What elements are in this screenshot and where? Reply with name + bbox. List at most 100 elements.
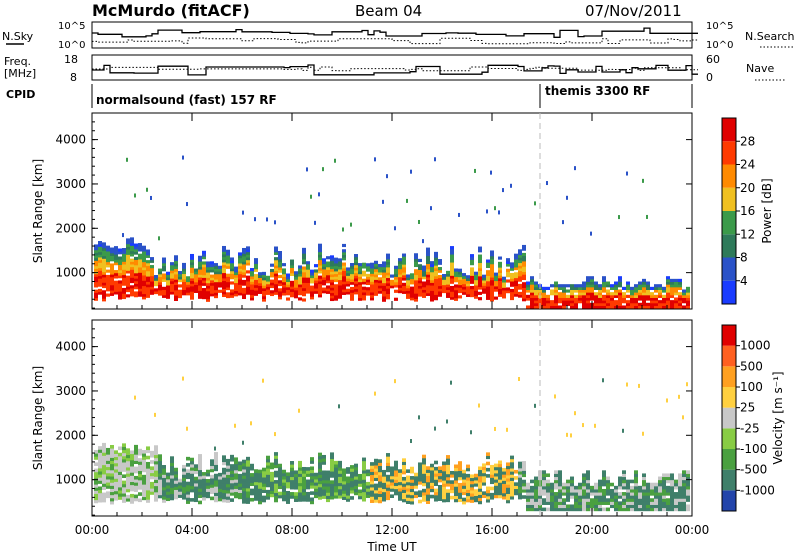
velocity-cell (670, 501, 674, 505)
velocity-cell (330, 483, 334, 488)
velocity-cell (602, 492, 606, 496)
power-cell (534, 294, 538, 298)
velocity-cell (214, 452, 218, 456)
power-cell (154, 277, 158, 281)
velocity-cell (298, 408, 300, 413)
velocity-cell (218, 485, 222, 489)
velocity-cell (442, 483, 446, 487)
velocity-colorbar-label: Velocity [m s⁻¹] (771, 371, 785, 464)
power-cell (566, 302, 570, 306)
power-cell (142, 245, 146, 249)
velocity-cell (186, 500, 190, 504)
velocity-cell (602, 488, 606, 493)
power-cell (334, 265, 338, 269)
velocity-cell (506, 484, 510, 488)
velocity-cell (98, 480, 102, 484)
power-cell (102, 250, 106, 254)
power-cell (302, 261, 306, 265)
velocity-cell (162, 483, 166, 488)
velocity-cell (562, 498, 566, 502)
velocity-cell (162, 477, 166, 482)
power-cell (530, 289, 534, 293)
velocity-cell (146, 489, 150, 494)
velocity-cell (314, 475, 318, 480)
power-cell (114, 262, 118, 266)
velocity-cell (490, 464, 494, 469)
power-cell (410, 169, 412, 174)
velocity-cell (550, 504, 554, 509)
power-cell (402, 264, 406, 268)
power-cell (418, 277, 422, 281)
power-cell (458, 295, 462, 299)
power-cell (378, 277, 382, 281)
power-cell (438, 275, 442, 279)
power-cell (438, 267, 442, 271)
power-cell (342, 254, 346, 258)
power-cell (526, 305, 530, 309)
velocity-cell (474, 498, 478, 503)
power-cell (386, 266, 390, 271)
power-cell (170, 291, 174, 295)
power-cell (426, 292, 430, 296)
power-cell (338, 287, 342, 291)
power-cell (566, 297, 570, 301)
power-cell (290, 267, 294, 271)
power-cell (506, 263, 510, 267)
power-cell (118, 256, 122, 260)
power-cell (486, 272, 490, 276)
power-cell (554, 302, 558, 306)
velocity-cell (442, 486, 446, 490)
velocity-cell (634, 476, 638, 481)
velocity-cell (458, 467, 462, 472)
velocity-cell (110, 494, 114, 499)
velocity-cell (358, 495, 362, 500)
power-cell (422, 289, 426, 293)
power-cell (222, 245, 226, 250)
power-cell (562, 286, 566, 290)
power-cell (618, 289, 622, 293)
power-cell (374, 282, 378, 286)
velocity-cell (230, 479, 234, 484)
power-cell (514, 282, 518, 287)
velocity-cell (274, 486, 278, 490)
velocity-cell (98, 495, 102, 500)
velocity-cell (598, 485, 602, 490)
velocity-cell (390, 488, 394, 492)
velocity-cell (242, 493, 246, 498)
velocity-cell (278, 463, 282, 468)
power-cell (298, 284, 302, 288)
velocity-cell (190, 476, 194, 480)
power-cell (198, 266, 202, 270)
power-cell (518, 294, 522, 298)
power-cell (566, 289, 570, 293)
velocity-cell (382, 479, 386, 483)
velocity-cell (426, 472, 430, 477)
power-cell (674, 286, 678, 290)
power-cell (386, 274, 390, 279)
velocity-cell (226, 489, 230, 494)
velocity-cell (214, 486, 218, 490)
power-cell (398, 284, 402, 288)
velocity-cell (634, 479, 638, 484)
power-cell (174, 297, 178, 301)
power-cell (486, 291, 490, 295)
power-cell (366, 281, 370, 286)
power-cell (190, 267, 194, 271)
velocity-cell (338, 473, 342, 477)
velocity-cell (454, 470, 458, 475)
power-cell (430, 266, 434, 270)
velocity-cell (166, 475, 170, 480)
velocity-cell (622, 507, 626, 512)
velocity-cell (578, 498, 582, 502)
power-cell (102, 253, 106, 257)
power-cell (478, 286, 482, 290)
power-cell (178, 294, 182, 299)
power-cell (470, 267, 474, 271)
power-cell (386, 256, 390, 260)
power-cell (110, 268, 114, 272)
velocity-cell (250, 421, 252, 426)
velocity-cell (110, 488, 114, 493)
velocity-cell (414, 485, 418, 489)
velocity-cell (522, 479, 526, 484)
